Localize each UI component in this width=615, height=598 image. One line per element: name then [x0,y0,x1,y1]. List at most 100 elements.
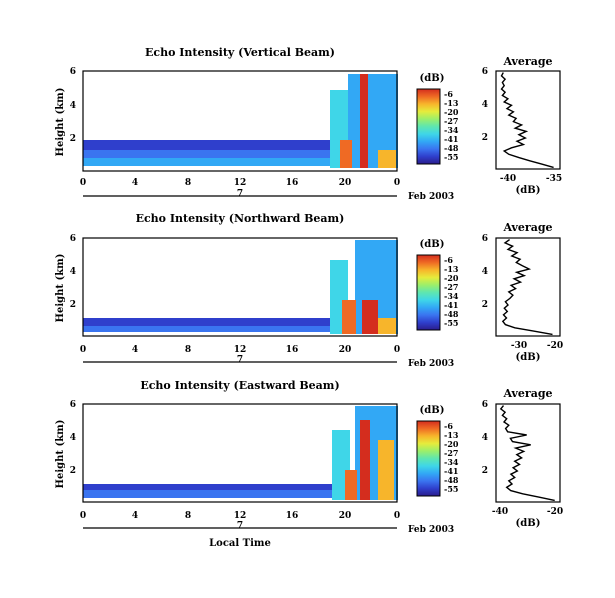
x-tick-label: 8 [185,345,191,355]
y-axis-label: Height (km) [55,88,66,157]
heatmap-precip-core-2 [360,420,370,500]
profile-y-tick: 6 [482,234,488,244]
profile-x-tick: -35 [546,174,562,184]
profile-x-tick: -20 [547,507,563,517]
average-profile: Average 6 4 2 -30 -20 (dB) [482,221,563,363]
profile-x-label: (dB) [516,185,541,196]
average-profile: Average 6 4 2 -40 -20 (dB) [482,387,563,529]
colorbar-tick: -48 [444,143,459,153]
colorbar-tick: -20 [444,273,459,283]
colorbar-ticks: -6 -13 -20 -27 -34 -41 -48 -55 [444,89,459,162]
chart-title: Echo Intensity (Eastward Beam) [140,379,339,392]
profile-x-tick: -40 [492,507,508,517]
heatmap-precip-core-1 [345,470,357,500]
profile-x-label: (dB) [516,352,541,363]
profile-y-tick: 6 [482,67,488,77]
heatmap-precip-core-3 [378,150,396,168]
date-label: Feb 2003 [408,525,454,535]
x-ticks: 0 4 8 12 16 20 0 [80,178,400,188]
profile-x-tick: -30 [511,341,527,351]
chart-title: Echo Intensity (Vertical Beam) [145,46,335,59]
y-tick-label: 6 [70,400,76,410]
heatmap-surface-echo [83,158,333,166]
date-label: Feb 2003 [408,359,454,369]
y-axis-label: Height (km) [55,420,66,489]
y-tick-label: 4 [70,433,76,443]
profile-curve-group [499,405,555,502]
panel-vertical-beam: Echo Intensity (Vertical Beam) Height (k… [55,46,562,202]
profile-title: Average [502,55,552,68]
colorbar-tick: -55 [444,484,458,494]
colorbar-tick: -13 [444,430,459,440]
y-ticks: 6 4 2 [70,67,76,144]
profile-y-tick: 6 [482,400,488,410]
profile-line [499,405,555,502]
date-label: Feb 2003 [408,192,454,202]
colorbar-tick: -6 [444,421,453,431]
colorbar-tick: -27 [444,448,458,458]
x-tick-label: 0 [80,511,86,521]
heatmap-precip-core-2 [362,300,378,334]
date-tick-label: 7 [237,521,243,531]
colorbar [416,420,441,497]
colorbar-tick: -6 [444,89,453,99]
colorbar-tick: -41 [444,300,458,310]
y-ticks: 6 4 2 [70,400,76,476]
colorbar-unit: (dB) [420,405,445,416]
y-tick-label: 2 [70,300,76,310]
x-tick-label: 12 [234,345,247,355]
colorbar-tick: -34 [444,125,459,135]
profile-line [500,72,554,169]
colorbar-tick: -41 [444,466,458,476]
heatmap-surface-echo [83,326,333,332]
x-tick-label: 20 [339,178,352,188]
x-tick-label: 8 [185,178,191,188]
colorbar-tick: -41 [444,134,458,144]
plot-frame [82,70,398,172]
x-tick-label: 4 [132,511,138,521]
colorbar-tick: -55 [444,318,458,328]
colorbar-tick: -20 [444,439,459,449]
x-tick-label: 0 [394,345,400,355]
colorbar-tick: -34 [444,457,459,467]
colorbar-tick: -13 [444,264,459,274]
colorbar-tick: -48 [444,475,459,485]
y-axis-label: Height (km) [55,254,66,323]
colorbar-unit: (dB) [420,73,445,84]
profile-frame [495,237,561,337]
x-tick-label: 8 [185,511,191,521]
x-tick-label: 16 [286,178,299,188]
profile-title: Average [502,221,552,234]
profile-frame [495,70,561,170]
heatmap-precip-core-3 [378,440,394,500]
profile-y-tick: 2 [482,466,488,476]
profile-curve-group [500,72,554,169]
x-tick-label: 12 [234,511,247,521]
date-tick-label: 7 [237,355,243,365]
profile-y-tick: 4 [482,100,488,110]
y-tick-label: 6 [70,234,76,244]
profile-curve-group [501,239,553,336]
colorbar-tick: -48 [444,309,459,319]
heatmap-field [83,406,398,500]
colorbar [416,88,441,165]
y-tick-label: 2 [70,466,76,476]
panel-northward-beam: Echo Intensity (Northward Beam) Height (… [55,212,563,369]
x-tick-label: 0 [394,178,400,188]
x-ticks: 0 4 8 12 16 20 0 [80,511,400,521]
x-tick-label: 16 [286,345,299,355]
x-ticks: 0 4 8 12 16 20 0 [80,345,400,355]
heatmap-precip-core-1 [342,300,356,334]
profile-title: Average [502,387,552,400]
profile-line [501,239,553,336]
x-tick-label: 0 [394,511,400,521]
colorbar-ticks: -6 -13 -20 -27 -34 -41 -48 -55 [444,421,459,494]
colorbar-tick: -20 [444,107,459,117]
heatmap-surface-echo [83,490,333,498]
colorbar-tick: -55 [444,152,458,162]
heatmap-precip-core-3 [378,318,396,334]
date-tick-label: 7 [237,189,243,199]
y-tick-label: 4 [70,101,76,111]
heatmap-field [83,240,398,334]
